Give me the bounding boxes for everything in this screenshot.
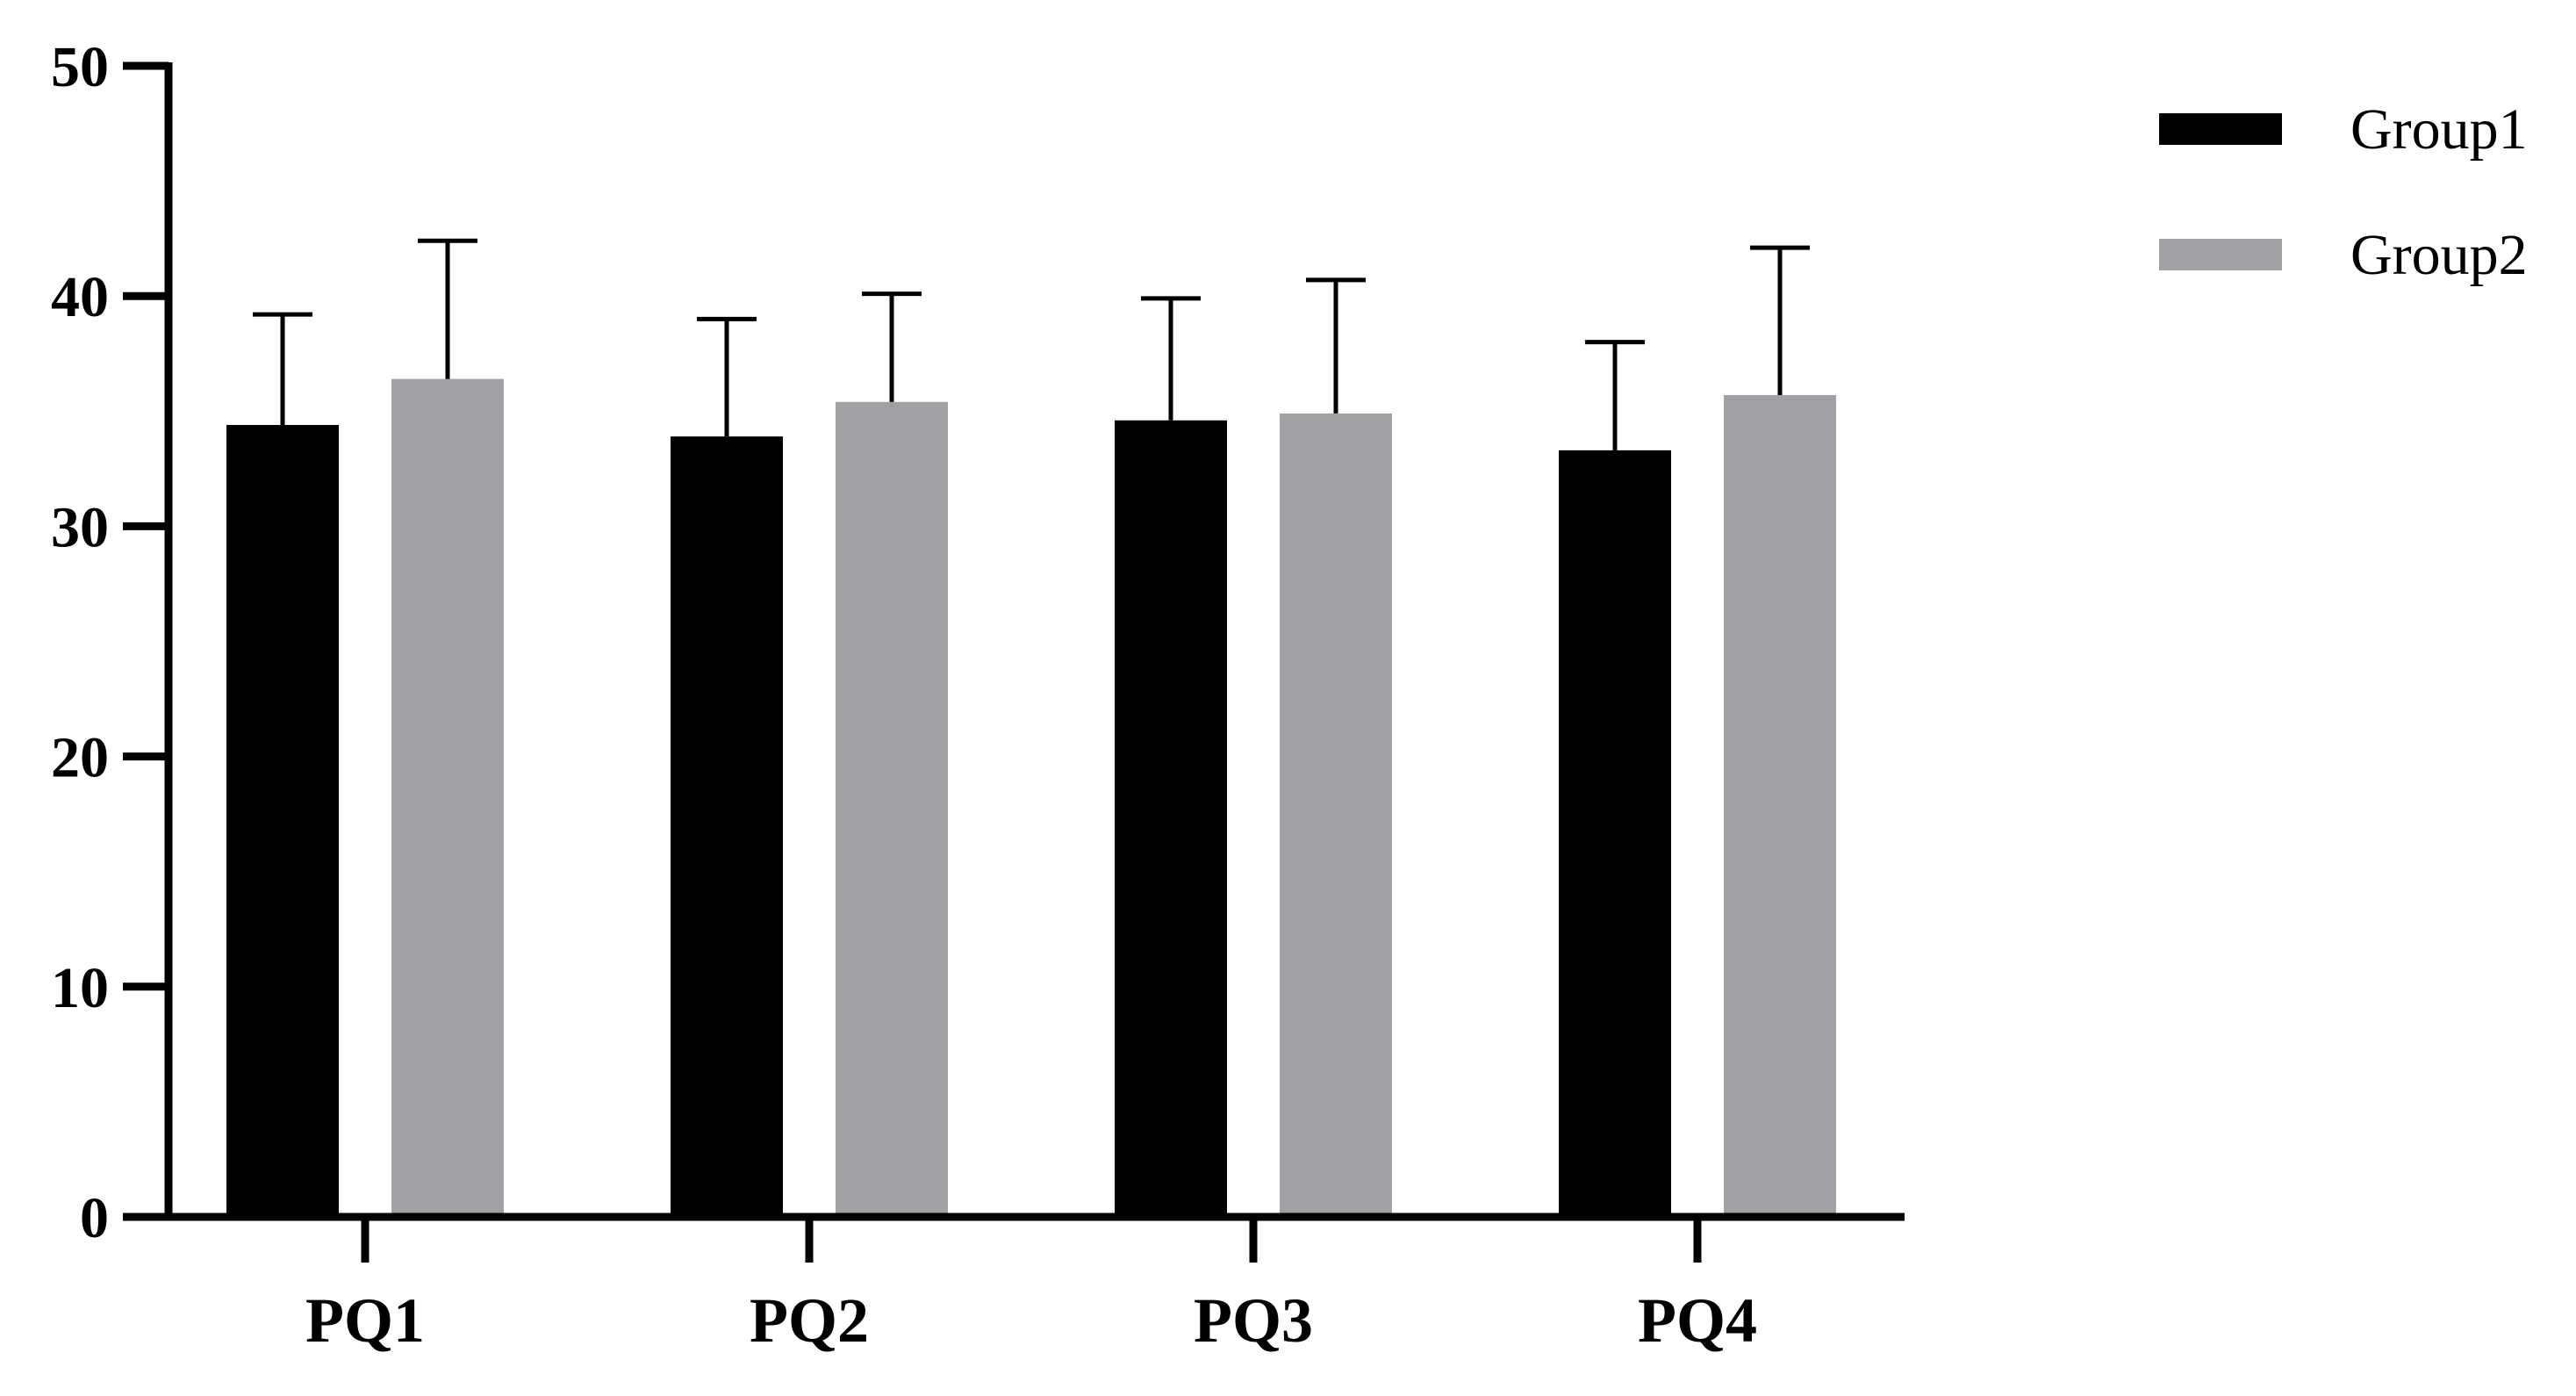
error-bar-group1-pq3: [1141, 296, 1201, 421]
bar-group1-pq1: [226, 425, 339, 1218]
error-bar-group1-pq2: [697, 316, 757, 437]
bar-group2-pq1: [391, 378, 504, 1217]
y-tick-label-50: 50: [51, 35, 109, 99]
bar-group2-pq3: [1280, 413, 1392, 1217]
error-bars-layer: [253, 238, 1810, 450]
error-bar-group2-pq2: [862, 291, 922, 402]
legend-label-group2: Group2: [2350, 223, 2528, 287]
y-tick-label-20: 20: [51, 726, 109, 790]
bar-group1-pq4: [1559, 450, 1671, 1217]
y-tick-label-30: 30: [51, 495, 109, 559]
x-tick-label-pq4: PQ4: [1638, 1285, 1757, 1356]
y-tick-label-10: 10: [51, 956, 109, 1020]
axes-layer: [164, 62, 1905, 1221]
y-tick-label-40: 40: [51, 265, 109, 329]
x-tick-label-pq2: PQ2: [750, 1285, 869, 1356]
ticks-layer: 0 10 20 30 40 50 PQ1 PQ2 PQ3 PQ4: [51, 35, 1757, 1356]
x-tick-label-pq1: PQ1: [305, 1285, 425, 1356]
legend-label-group1: Group1: [2350, 97, 2528, 162]
bars-layer: [226, 378, 1836, 1218]
bar-group2-pq4: [1724, 394, 1836, 1217]
error-bar-group2-pq4: [1750, 245, 1810, 395]
error-bar-group2-pq3: [1306, 277, 1366, 414]
legend-item-group1: Group1: [2159, 97, 2528, 162]
legend-swatch-group1: [2159, 113, 2282, 145]
legend: Group1 Group2: [2159, 97, 2528, 287]
bar-group2-pq2: [836, 401, 948, 1217]
bar-group1-pq3: [1115, 420, 1227, 1218]
y-tick-label-0: 0: [80, 1186, 109, 1250]
x-tick-label-pq3: PQ3: [1194, 1285, 1313, 1356]
error-bar-group1-pq1: [253, 312, 312, 426]
error-bar-group2-pq1: [418, 238, 477, 379]
legend-item-group2: Group2: [2159, 223, 2528, 287]
bar-group1-pq2: [671, 436, 783, 1218]
legend-swatch-group2: [2159, 239, 2282, 270]
error-bar-group1-pq4: [1585, 340, 1645, 450]
